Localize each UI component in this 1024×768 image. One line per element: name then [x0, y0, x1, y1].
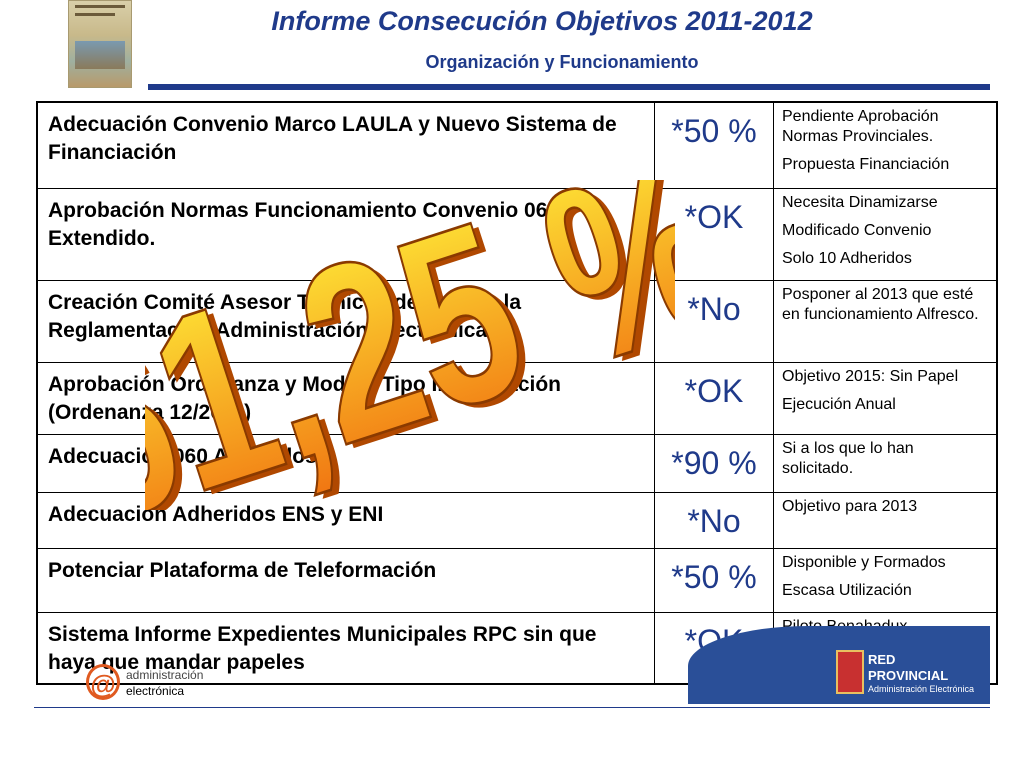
table-row: Potenciar Plataforma de Teleformación *5… — [36, 547, 998, 613]
note-line: Pendiente Aprobación Normas Provinciales… — [782, 108, 939, 145]
note-line: Propuesta Financiación — [782, 156, 950, 173]
note-line: Necesita Dinamizarse — [782, 193, 938, 211]
notes-cell: Posponer al 2013 que esté en funcionamie… — [773, 279, 998, 363]
cover-title-bar — [75, 5, 125, 8]
status-cell: *OK — [654, 361, 774, 435]
report-cover-image — [68, 0, 132, 88]
page-title: Informe Consecución Objetivos 2011-2012 — [271, 6, 813, 36]
objective-cell: Aprobación Normas Funcionamiento Conveni… — [36, 187, 655, 281]
table-row: Adecuación 060 Adheridos *90 % Si a los … — [36, 433, 998, 493]
objective-cell: Aprobación Ordenanza y Modelo Tipo Impla… — [36, 361, 655, 435]
note-line: Si a los que lo han solicitado. — [782, 439, 914, 477]
status-cell: *OK — [654, 187, 774, 281]
objective-cell: Adecuación Adheridos ENS y ENI — [36, 491, 655, 549]
administracion-electronica-logo: @ administración electrónica — [86, 664, 246, 704]
logo-red-text: RED — [868, 652, 896, 667]
note-line: Ejecución Anual — [782, 395, 896, 413]
notes-cell: Pendiente Aprobación Normas Provinciales… — [773, 101, 998, 189]
page-subtitle: Organización y Funcionamiento — [425, 52, 699, 72]
logo-provincial-text: PROVINCIAL — [868, 668, 949, 683]
header-divider — [148, 84, 990, 90]
coat-of-arms-icon — [836, 650, 864, 694]
percentage-overlay: 61,25 % 61,25 % — [145, 180, 675, 510]
red-provincial-logo: RED PROVINCIAL Administración Electrónic… — [688, 626, 990, 704]
status-cell: *No — [654, 491, 774, 549]
table-row: Adecuación Adheridos ENS y ENI *No Objet… — [36, 491, 998, 549]
logo-tagline: Administración Electrónica — [868, 684, 975, 694]
notes-cell: Objetivo para 2013 — [773, 491, 998, 549]
logo-text-line2: electrónica — [126, 684, 185, 698]
table-row: Adecuación Convenio Marco LAULA y Nuevo … — [36, 101, 998, 189]
at-sign-icon: @ — [86, 664, 120, 700]
logo-text-line1: administración — [126, 668, 204, 682]
note-line: Escasa Utilización — [782, 581, 912, 599]
objective-cell: Potenciar Plataforma de Teleformación — [36, 547, 655, 613]
note-line: Objetivo 2015: Sin Papel — [782, 367, 959, 385]
notes-cell: Objetivo 2015: Sin Papel Ejecución Anual — [773, 361, 998, 435]
note-line: Posponer al 2013 que esté en funcionamie… — [782, 285, 979, 323]
notes-cell: Disponible y Formados Escasa Utilización — [773, 547, 998, 613]
objectives-table: Adecuación Convenio Marco LAULA y Nuevo … — [36, 101, 998, 685]
status-cell: *50 % — [654, 101, 774, 189]
objective-cell: Creación Comité Asesor Técnico adecuado … — [36, 279, 655, 363]
table-row: Aprobación Ordenanza y Modelo Tipo Impla… — [36, 361, 998, 435]
cover-title-bar — [75, 13, 115, 16]
objective-cell: Adecuación 060 Adheridos — [36, 433, 655, 493]
note-line: Modificado Convenio — [782, 221, 932, 239]
objective-cell: Sistema Informe Expedientes Municipales … — [36, 611, 655, 685]
status-cell: *50 % — [654, 547, 774, 613]
cover-photo — [75, 41, 125, 69]
status-cell: *No — [654, 279, 774, 363]
table-row: Creación Comité Asesor Técnico adecuado … — [36, 279, 998, 363]
footer-divider — [34, 707, 990, 708]
objective-cell: Adecuación Convenio Marco LAULA y Nuevo … — [36, 101, 655, 189]
notes-cell: Necesita Dinamizarse Modificado Convenio… — [773, 187, 998, 281]
note-line: Objetivo para 2013 — [782, 497, 918, 515]
note-line: Solo 10 Adheridos — [782, 249, 912, 267]
note-line: Disponible y Formados — [782, 553, 946, 571]
percentage-value: 61,25 % — [145, 180, 675, 510]
table-row: Aprobación Normas Funcionamiento Conveni… — [36, 187, 998, 281]
status-cell: *90 % — [654, 433, 774, 493]
notes-cell: Si a los que lo han solicitado. — [773, 433, 998, 493]
